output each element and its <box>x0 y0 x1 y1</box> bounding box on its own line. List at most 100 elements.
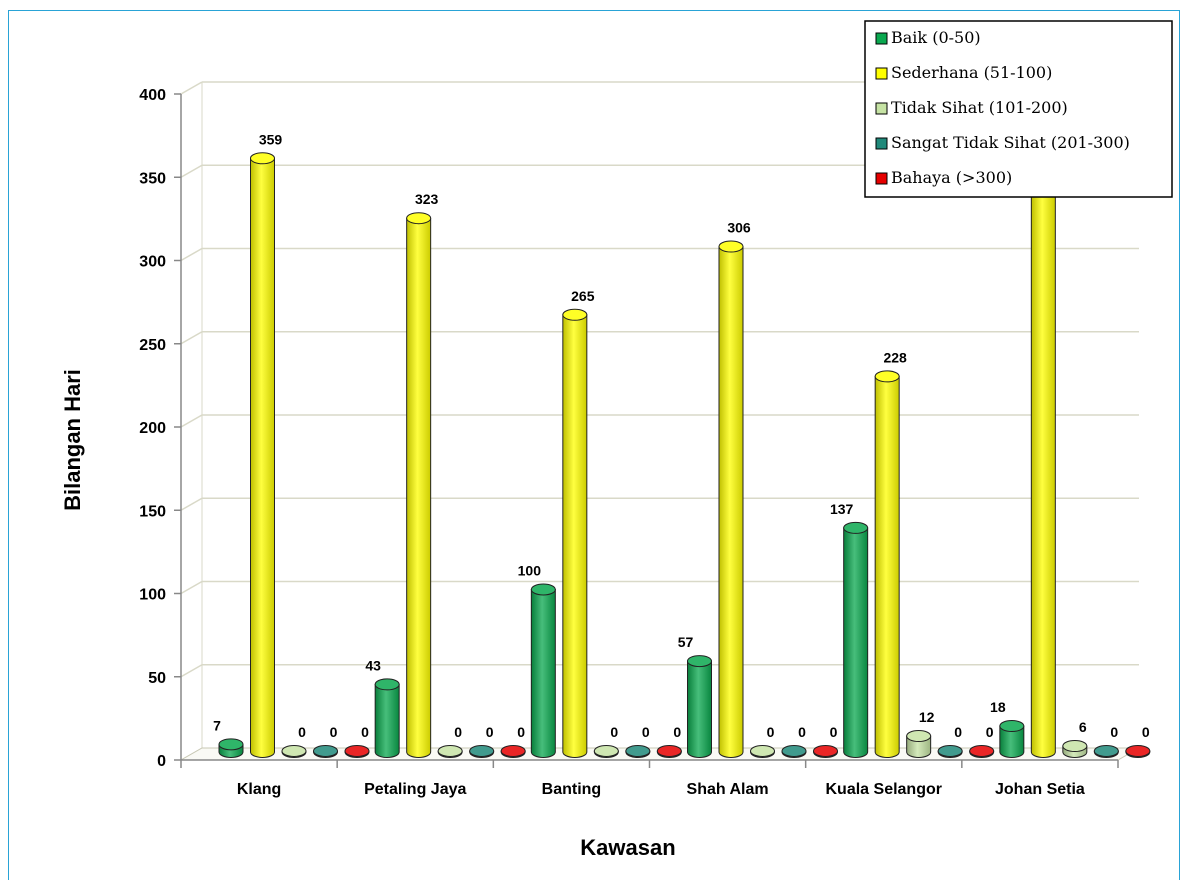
gridline-diag <box>180 414 203 428</box>
data-label: 0 <box>610 724 618 740</box>
y-tick-label: 100 <box>139 587 166 604</box>
bar-cylinder <box>281 745 307 758</box>
legend-swatch <box>875 137 888 150</box>
bar-cylinder <box>750 745 775 758</box>
bar-cylinder <box>906 730 932 758</box>
gridline-diag <box>180 664 203 678</box>
bar-cylinder <box>656 745 682 758</box>
bar-cylinder <box>344 745 370 758</box>
data-label: 18 <box>990 699 1006 715</box>
data-label: 0 <box>486 724 494 740</box>
x-tick-label: Shah Alam <box>687 781 769 798</box>
bar-cylinder <box>687 655 712 758</box>
data-label: 323 <box>415 191 439 207</box>
bar-cylinder <box>374 678 400 758</box>
bar-cylinder <box>718 240 744 758</box>
legend-swatch <box>875 102 888 115</box>
data-label: 306 <box>727 220 751 236</box>
y-tick-label: 200 <box>139 420 166 437</box>
data-label: 0 <box>642 724 650 740</box>
bar-cylinder <box>937 745 963 758</box>
legend-swatch <box>875 67 888 80</box>
data-label: 0 <box>454 724 462 740</box>
x-tick-label: Johan Setia <box>995 781 1085 798</box>
data-label: 0 <box>517 724 525 740</box>
y-tick-label: 250 <box>139 337 166 354</box>
data-label: 7 <box>213 717 221 733</box>
data-labels: 7 359 0 0 0 43 323 0 0 0 100 265 0 0 0 57 306 0 0 0 137 228 12… <box>213 131 1150 740</box>
x-tick-label: Klang <box>237 781 281 798</box>
x-tick-label: Banting <box>542 781 602 798</box>
bar-cylinder <box>530 583 556 758</box>
data-label: 57 <box>678 634 694 650</box>
data-label: 137 <box>830 501 854 517</box>
legend-label: Tidak Sihat (101-200) <box>891 98 1068 117</box>
bar-cylinder <box>500 745 526 758</box>
bar-cylinder <box>1125 745 1151 758</box>
data-label: 0 <box>330 724 338 740</box>
y-tick-label: 350 <box>139 170 166 187</box>
legend-swatch <box>875 32 888 45</box>
y-tick-label: 300 <box>139 254 166 271</box>
y-tick-label: 0 <box>157 753 166 770</box>
data-label: 43 <box>365 657 381 673</box>
y-tick-label: 400 <box>139 87 166 104</box>
y-tick-label: 50 <box>148 670 166 687</box>
gridline-diag <box>180 331 203 345</box>
legend-box <box>864 20 1173 198</box>
data-label: 6 <box>1079 719 1087 735</box>
bar-cylinder <box>406 212 432 758</box>
legend-label: Sangat Tidak Sihat (201-300) <box>891 133 1130 152</box>
bar-cylinder <box>593 745 619 758</box>
data-label: 0 <box>798 724 806 740</box>
data-label: 265 <box>571 288 595 304</box>
y-axis-title: Bilangan Hari <box>60 369 85 511</box>
data-label: 0 <box>767 724 775 740</box>
bar-cylinder <box>813 745 838 758</box>
bar-cylinder <box>874 370 900 758</box>
legend-label: Sederhana (51-100) <box>891 63 1052 82</box>
data-label: 0 <box>986 724 994 740</box>
data-label: 0 <box>954 724 962 740</box>
legend-label: Bahaya (>300) <box>891 168 1012 187</box>
data-label: 228 <box>883 349 907 365</box>
data-label: 0 <box>298 724 306 740</box>
data-label: 12 <box>919 709 935 725</box>
x-tick-label: Petaling Jaya <box>364 781 466 798</box>
data-label: 0 <box>361 724 369 740</box>
bars <box>218 152 1151 758</box>
gridline-diag <box>180 81 203 95</box>
bar-cylinder <box>437 745 463 758</box>
data-label: 100 <box>518 563 542 579</box>
bar-cylinder <box>313 745 338 758</box>
bar-cylinder <box>843 521 869 758</box>
bar-cylinder <box>218 738 244 758</box>
data-label: 0 <box>830 724 838 740</box>
legend-swatch <box>875 172 888 185</box>
gridline-diag <box>180 497 203 511</box>
x-tick-label: Kuala Selangor <box>826 781 942 798</box>
bar-cylinder <box>1030 182 1056 758</box>
gridline-diag <box>180 164 203 178</box>
chart-frame <box>8 10 1180 880</box>
bar-cylinder <box>969 745 995 758</box>
bar-cylinder <box>469 745 495 758</box>
bar-cylinder <box>250 152 275 758</box>
bar-cylinder <box>781 745 807 758</box>
data-label: 359 <box>259 131 283 147</box>
bar-cylinder <box>999 720 1025 758</box>
bar-cylinder <box>1062 740 1088 758</box>
gridlines <box>180 81 1139 678</box>
data-label: 0 <box>1142 724 1150 740</box>
data-label: 0 <box>1110 724 1118 740</box>
legend-label: Baik (0-50) <box>891 28 981 47</box>
data-label: 0 <box>673 724 681 740</box>
gridline-diag <box>180 580 203 595</box>
axes: 0 50 100 150 200 250 300 350 400 Klang Petaling Ja… <box>139 87 1119 798</box>
bar-cylinder <box>1093 745 1119 758</box>
gridline-diag <box>180 247 203 262</box>
legend: Baik (0-50) Sederhana (51-100) Tidak Sihat… <box>864 20 1173 198</box>
x-axis-title: Kawasan <box>580 835 675 860</box>
bar-cylinder <box>562 308 588 758</box>
